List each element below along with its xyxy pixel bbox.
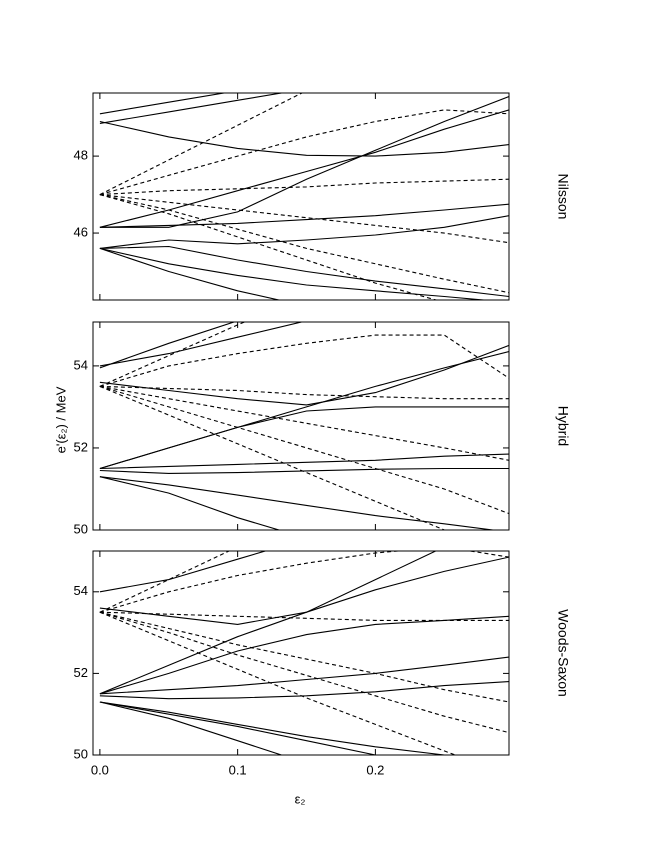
curve [99, 322, 236, 369]
curve [99, 701, 379, 755]
frame [92, 550, 510, 756]
curve [99, 245, 509, 298]
curve [99, 611, 509, 734]
y-tick-label: 48 [74, 148, 88, 163]
x-tick-label: 0.0 [91, 762, 109, 777]
curve [99, 178, 509, 196]
curve [99, 656, 509, 695]
curve [99, 247, 490, 300]
curve [99, 344, 509, 406]
curve [99, 701, 451, 755]
curve [99, 551, 268, 593]
y-tick-label: 54 [74, 357, 88, 372]
panel-label: Hybrid [555, 406, 571, 446]
curve [99, 93, 228, 115]
curve [99, 385, 509, 515]
curve [99, 322, 304, 367]
frame [92, 321, 510, 531]
curve [99, 203, 509, 228]
x-axis-label: ε₂ [295, 791, 306, 806]
curve [99, 93, 285, 124]
curve [99, 476, 497, 530]
curve [99, 467, 509, 474]
curve [99, 194, 439, 300]
curve [99, 93, 304, 196]
curve [99, 194, 509, 294]
curve [99, 334, 509, 387]
curve [99, 247, 282, 300]
curve [99, 551, 437, 625]
y-tick-label: 54 [74, 583, 88, 598]
curve [99, 194, 509, 244]
curve [99, 551, 509, 613]
curve [99, 701, 284, 755]
y-axis-label: e'(ε₂) / MeV [53, 386, 68, 453]
panel-label: Woods-Saxon [555, 609, 571, 697]
curve [99, 385, 509, 400]
curve [99, 615, 509, 695]
plot-area [99, 93, 509, 300]
curve [99, 109, 509, 196]
curve [99, 611, 457, 755]
curve [99, 556, 509, 695]
panel-label: Nilsson [555, 174, 571, 220]
y-tick-label: 50 [74, 521, 88, 536]
curve [99, 453, 509, 470]
y-tick-label: 52 [74, 665, 88, 680]
x-tick-label: 0.2 [366, 762, 384, 777]
plot-area [99, 551, 509, 755]
curve [99, 681, 509, 700]
curve [99, 215, 509, 249]
frame [92, 92, 510, 301]
curve [99, 385, 509, 461]
curve [99, 350, 509, 470]
y-tick-label: 46 [74, 224, 88, 239]
y-tick-label: 52 [74, 439, 88, 454]
curve [99, 611, 509, 703]
plot-area [99, 322, 509, 530]
x-tick-label: 0.1 [229, 762, 247, 777]
curve [99, 95, 509, 228]
curve [99, 120, 509, 157]
curve [99, 611, 509, 621]
curve [99, 406, 509, 470]
curve [99, 476, 281, 530]
y-tick-label: 50 [74, 746, 88, 761]
